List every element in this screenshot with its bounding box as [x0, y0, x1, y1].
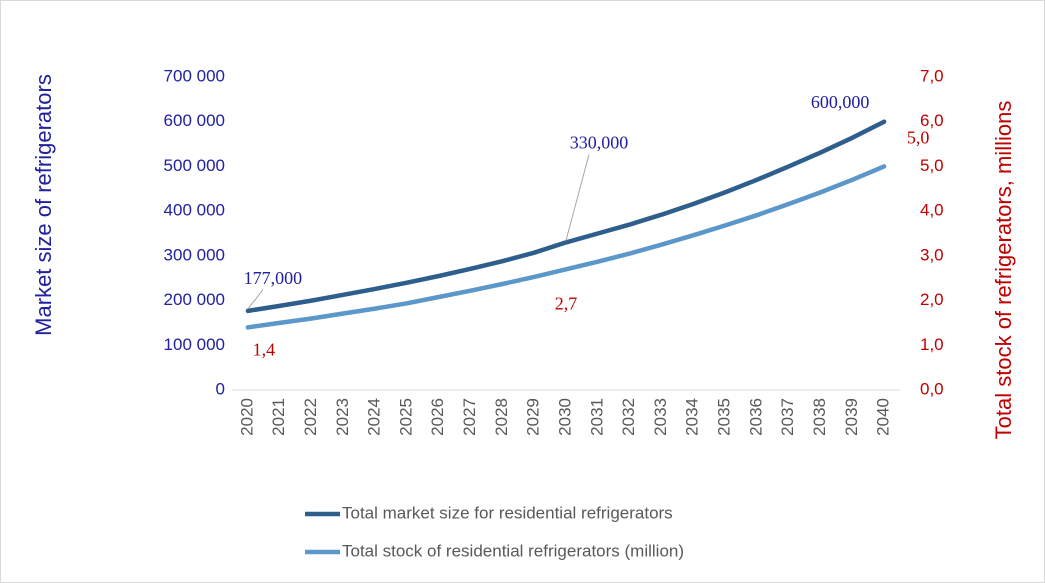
y-tick-label: 700 000: [164, 66, 225, 85]
x-tick-label: 2028: [492, 398, 511, 436]
x-tick-label: 2027: [460, 398, 479, 436]
x-tick-label: 2024: [365, 398, 384, 436]
data-label: 330,000: [570, 133, 629, 153]
x-tick-label: 2037: [778, 398, 797, 436]
legend-label: Total stock of residential refrigerators…: [342, 541, 684, 560]
y-tick-label: 200 000: [164, 290, 225, 309]
y-tick-label: 400 000: [164, 201, 225, 220]
x-tick-label: 2034: [683, 398, 702, 436]
x-tick-label: 2023: [333, 398, 352, 436]
leader-line: [247, 289, 264, 310]
x-tick-label: 2036: [746, 398, 765, 436]
x-tick-label: 2029: [524, 398, 543, 436]
y2-tick-label: 2,0: [920, 290, 944, 309]
y2-tick-label: 1,0: [920, 335, 944, 354]
y-tick-label: 500 000: [164, 156, 225, 175]
x-tick-label: 2040: [874, 398, 893, 436]
y-axis-title: Market size of refrigerators: [31, 74, 56, 336]
data-label: 1,4: [253, 340, 276, 360]
x-tick-label: 2031: [587, 398, 606, 436]
x-tick-label: 2039: [842, 398, 861, 436]
y-tick-label: 0: [216, 379, 225, 398]
y2-tick-label: 6,0: [920, 111, 944, 130]
x-tick-label: 2038: [810, 398, 829, 436]
y2-tick-label: 7,0: [920, 66, 944, 85]
legend-label: Total market size for residential refrig…: [342, 503, 673, 522]
y2-tick-label: 5,0: [920, 156, 944, 175]
y2-tick-label: 0,0: [920, 379, 944, 398]
series-line: [245, 164, 887, 330]
y-tick-label: 100 000: [164, 335, 225, 354]
x-tick-label: 2026: [428, 398, 447, 436]
x-tick-label: 2022: [301, 398, 320, 436]
x-tick-label: 2030: [555, 398, 574, 436]
y2-tick-label: 3,0: [920, 245, 944, 264]
data-label: 2,7: [555, 293, 578, 313]
series-line: [245, 119, 887, 314]
leader-line: [565, 154, 590, 241]
y2-tick-label: 4,0: [920, 201, 944, 220]
x-tick-label: 2032: [619, 398, 638, 436]
data-label: 5,0: [907, 128, 930, 148]
data-label: 600,000: [811, 92, 870, 112]
y-tick-label: 600 000: [164, 111, 225, 130]
x-tick-label: 2021: [269, 398, 288, 436]
data-label: 177,000: [244, 268, 303, 288]
y2-axis-title: Total stock of refrigerators, millions: [991, 101, 1016, 440]
x-tick-label: 2035: [715, 398, 734, 436]
y-tick-label: 300 000: [164, 245, 225, 264]
x-tick-label: 2025: [396, 398, 415, 436]
x-tick-label: 2033: [651, 398, 670, 436]
x-tick-label: 2020: [237, 398, 256, 436]
